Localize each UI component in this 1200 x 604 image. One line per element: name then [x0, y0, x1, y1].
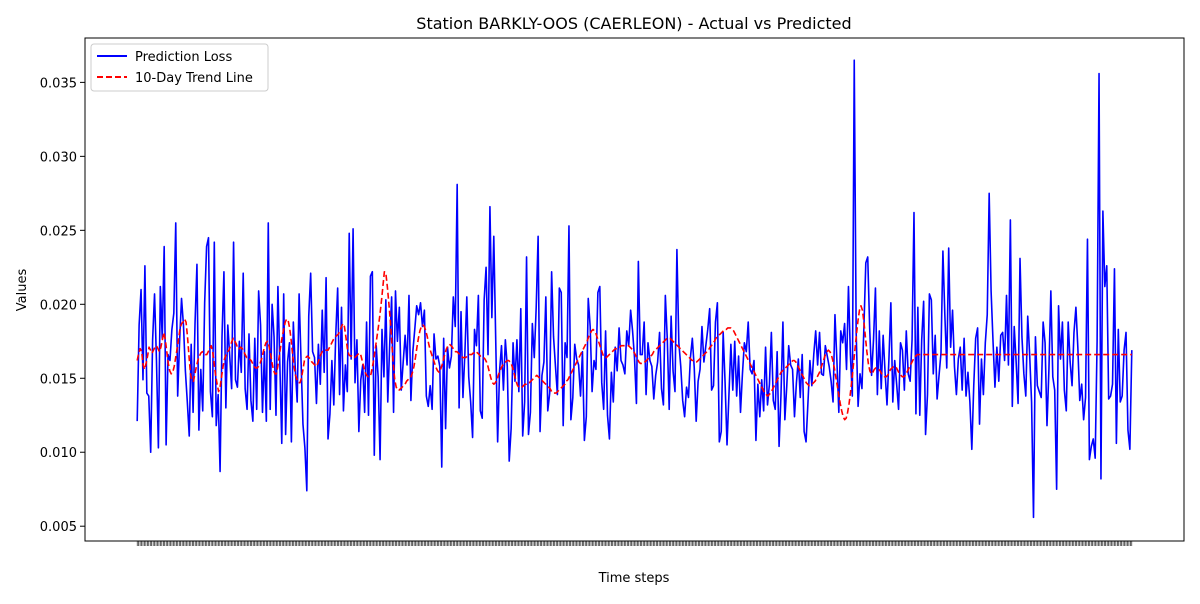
x-tick-marks — [136, 541, 1133, 546]
plot-area — [136, 59, 1133, 519]
chart-title: Station BARKLY-OOS (CAERLEON) - Actual v… — [416, 14, 851, 33]
legend-label-actual: Prediction Loss — [135, 50, 232, 65]
y-tick-label: 0.025 — [40, 224, 77, 239]
y-tick-label: 0.035 — [40, 76, 77, 91]
y-tick-label: 0.010 — [40, 446, 77, 461]
x-axis — [136, 541, 1133, 546]
y-tick-label: 0.005 — [40, 520, 77, 535]
legend-box — [90, 43, 269, 92]
legend-label-trend: 10-Day Trend Line — [135, 71, 253, 86]
y-axis-label: Values — [15, 269, 30, 312]
plot-frame — [84, 37, 1185, 542]
y-tick-label: 0.020 — [40, 298, 77, 313]
x-axis-label: Time steps — [598, 571, 670, 586]
legend: Prediction Loss 10-Day Trend Line — [90, 43, 269, 92]
series-line-trend — [136, 270, 1132, 421]
series-line-prediction-loss — [136, 59, 1133, 519]
y-tick-label: 0.015 — [40, 372, 77, 387]
y-tick-label: 0.030 — [40, 150, 77, 165]
y-axis: 0.005 0.010 0.015 0.020 0.025 0.030 0.035 — [40, 76, 85, 535]
